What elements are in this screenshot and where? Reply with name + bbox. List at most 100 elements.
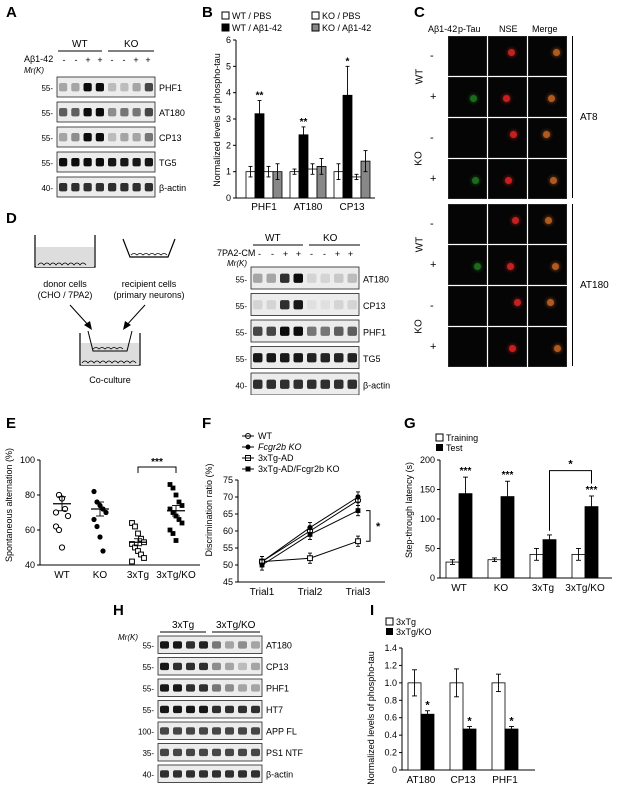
blot-band	[225, 705, 234, 714]
group-label-ko: KO	[124, 39, 139, 50]
treatment-sign: -	[123, 55, 126, 65]
panel-letter-d: D	[6, 210, 17, 227]
blot-band	[251, 748, 260, 757]
bar	[462, 728, 477, 771]
blot-band	[238, 727, 247, 735]
bracket-line	[572, 36, 573, 198]
blot-strip	[56, 126, 156, 148]
panel-letter-g: G	[404, 415, 416, 432]
blot-band	[307, 273, 317, 283]
y-tick-label: 60	[25, 525, 35, 535]
recipient-label-1: recipient cells	[122, 279, 177, 289]
blot-band	[173, 770, 182, 778]
bar	[504, 728, 519, 771]
blot-band	[59, 158, 68, 167]
blot-band	[83, 133, 92, 142]
blot-band	[266, 326, 276, 336]
band-label: CP13	[159, 133, 182, 143]
blot-band	[293, 300, 303, 310]
blot-band	[83, 158, 92, 167]
row-sign: +	[430, 259, 437, 271]
donor-label-2: (CHO / 7PA2)	[38, 290, 93, 300]
x-tick-label: KO	[93, 570, 108, 581]
cell-body	[467, 217, 474, 224]
legend: WT Fcgr2b KO 3xTg-AD 3xTg-AD/Fcgr2b KO	[242, 431, 340, 474]
blot-band	[83, 183, 92, 192]
data-point	[307, 555, 313, 562]
cell-body	[554, 345, 561, 352]
blot-band	[225, 727, 234, 735]
y-axis-label: Normalized levels of phospho-tau	[212, 53, 222, 187]
y-tick-label: 0	[226, 193, 231, 203]
blot-band	[266, 379, 276, 389]
blot-band	[212, 748, 221, 757]
data-point	[167, 482, 173, 487]
data-point	[259, 562, 265, 568]
x-tick-label: PHF1	[251, 202, 277, 210]
blot-band	[132, 183, 141, 192]
blot-band	[199, 662, 208, 671]
cell-body	[548, 95, 555, 102]
panel-letter-i: I	[370, 602, 375, 619]
cell-body	[508, 49, 515, 56]
blot-band	[280, 353, 290, 363]
blot-band	[199, 641, 208, 649]
y-tick-label: 100	[420, 514, 435, 524]
blot-band	[280, 379, 290, 389]
mw-marker: 55-	[41, 159, 53, 168]
blot-band	[225, 684, 234, 692]
data-point	[355, 538, 361, 545]
mw-marker: 100-	[138, 727, 154, 736]
x-tick-label: KO	[494, 583, 509, 594]
blot-band	[95, 133, 104, 142]
micrograph	[528, 159, 567, 199]
band-label: PS1 NTF	[266, 748, 304, 758]
treatment-sign: -	[75, 55, 78, 65]
data-point	[179, 520, 185, 526]
micrograph	[448, 327, 487, 367]
x-tick-label: AT180	[294, 202, 323, 210]
panel-b-bar-chart: WT / PBS WT / Aβ1-42 KO / PBS KO / Aβ1-4…	[212, 11, 375, 210]
band-label: TG5	[159, 158, 177, 168]
col-header-merge: Merge	[532, 24, 558, 34]
treatment-sign: +	[348, 249, 353, 259]
treatment-sign: -	[271, 249, 274, 259]
blot-band	[212, 727, 221, 735]
blot-band	[334, 300, 344, 310]
blot-band	[251, 641, 260, 649]
micrograph	[488, 204, 527, 244]
data-point	[132, 544, 138, 551]
blot-band	[199, 684, 208, 692]
cell-body	[505, 177, 512, 184]
blot-band	[251, 684, 260, 692]
x-tick-label: WT	[54, 570, 70, 581]
micrograph	[488, 77, 527, 117]
significance-mark: **	[256, 91, 264, 102]
data-point	[91, 488, 97, 495]
y-tick-label: 4	[226, 88, 231, 98]
micrograph	[488, 286, 527, 326]
y-axis-label: Spontaneous alternation (%)	[4, 448, 14, 562]
x-tick-label: 3xTg/KO	[565, 583, 605, 594]
row-sign: -	[430, 50, 434, 62]
significance-mark: *	[568, 459, 573, 471]
bar	[420, 713, 435, 771]
bar	[298, 134, 309, 199]
x-tick-label: Trial2	[298, 587, 323, 598]
blot-band	[293, 326, 303, 336]
micrograph	[528, 77, 567, 117]
micrograph	[448, 118, 487, 158]
blot-band	[83, 108, 92, 117]
legend-3xtg-ko: 3xTg-AD/Fcgr2b KO	[258, 464, 340, 474]
band-label: PHF1	[159, 83, 182, 93]
panel-letter-a: A	[6, 4, 17, 21]
row-sign: -	[430, 218, 434, 230]
blot-band	[212, 705, 221, 714]
col-header-ab: Aβ1-42	[428, 24, 458, 34]
blot-band	[307, 353, 317, 363]
band-label: β-actin	[159, 183, 186, 193]
bracket-line	[572, 204, 573, 366]
y-tick-label: 75	[223, 475, 233, 485]
cell-body	[553, 49, 560, 56]
blot-strip	[157, 657, 263, 676]
